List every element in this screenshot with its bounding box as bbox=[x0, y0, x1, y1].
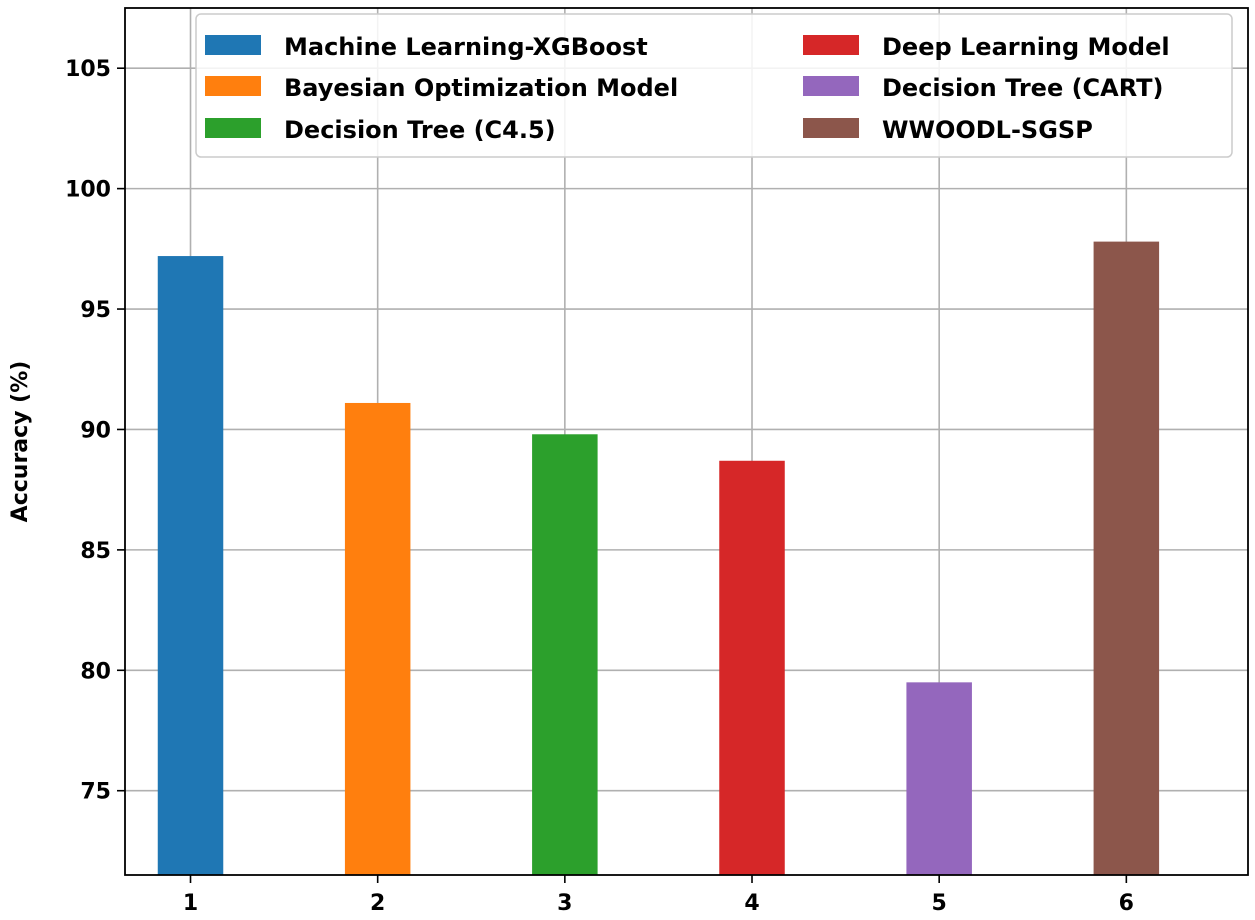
y-axis-title: Accuracy (%) bbox=[8, 361, 33, 523]
y-tick-label: 75 bbox=[80, 780, 111, 805]
plot-frame bbox=[124, 7, 1249, 876]
bars bbox=[157, 241, 1160, 875]
bar-2 bbox=[344, 402, 411, 875]
x-tick-label: 6 bbox=[1119, 891, 1134, 916]
y-tick-label: 80 bbox=[80, 659, 111, 684]
x-tick-label: 3 bbox=[557, 891, 572, 916]
legend-label-4: Deep Learning Model bbox=[882, 33, 1170, 61]
y-tick-label: 95 bbox=[80, 298, 111, 323]
bar-1 bbox=[157, 256, 224, 875]
x-tick-label: 4 bbox=[744, 891, 759, 916]
y-tick-label: 100 bbox=[65, 178, 111, 203]
x-axis: 1 2 3 4 5 6 bbox=[183, 875, 1134, 916]
y-tick-label: 105 bbox=[65, 57, 111, 82]
x-tick-label: 5 bbox=[932, 891, 947, 916]
legend-swatch-5 bbox=[803, 76, 859, 96]
bar-3 bbox=[532, 434, 598, 875]
legend-label-2: Bayesian Optimization Model bbox=[284, 74, 678, 102]
x-tick-label: 2 bbox=[370, 891, 385, 916]
bar-5 bbox=[906, 682, 972, 875]
legend-swatch-2 bbox=[205, 76, 261, 96]
legend-label-1: Machine Learning-XGBoost bbox=[284, 33, 648, 61]
bar-6 bbox=[1093, 241, 1160, 875]
legend-swatch-1 bbox=[205, 35, 261, 55]
legend-label-5: Decision Tree (CART) bbox=[882, 74, 1163, 102]
x-tick-label: 1 bbox=[183, 891, 198, 916]
legend-swatch-4 bbox=[803, 35, 859, 55]
legend: Machine Learning-XGBoost Bayesian Optimiz… bbox=[195, 13, 1233, 158]
legend-swatch-3 bbox=[205, 118, 261, 138]
y-tick-label: 85 bbox=[80, 539, 111, 564]
y-axis: 75 80 85 90 95 100 105 bbox=[65, 57, 125, 805]
y-tick-label: 90 bbox=[80, 418, 111, 443]
legend-swatch-6 bbox=[803, 118, 859, 138]
legend-frame bbox=[195, 13, 1233, 158]
legend-label-6: WWOODL-SGSP bbox=[882, 116, 1093, 144]
legend-label-3: Decision Tree (C4.5) bbox=[284, 116, 556, 144]
bar-4 bbox=[719, 460, 785, 875]
